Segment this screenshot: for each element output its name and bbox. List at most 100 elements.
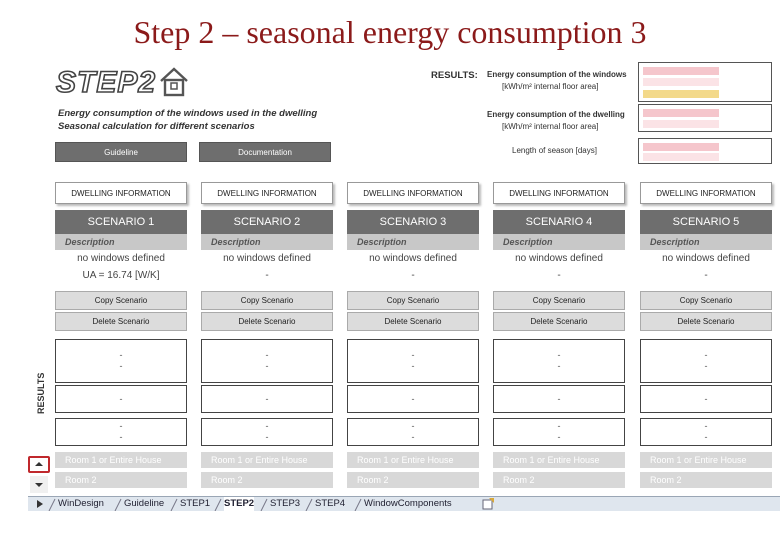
result-value: - <box>411 350 415 360</box>
delete-scenario-button[interactable]: Delete Scenario <box>55 312 187 331</box>
sheet-tab-windowcomponents[interactable]: WindowComponents <box>364 498 452 509</box>
result-value: - <box>557 393 561 404</box>
result-value: - <box>265 432 269 442</box>
description-label: Description <box>201 234 333 250</box>
windows-status: no windows defined <box>515 253 603 264</box>
windows-energy-label: Energy consumption of the windows <box>487 70 627 79</box>
result-value: - <box>119 350 123 360</box>
season-length-result <box>638 138 772 164</box>
result-bar <box>643 78 719 86</box>
result-bar <box>643 67 719 75</box>
result-value: - <box>119 361 123 371</box>
dwelling-information-button[interactable]: DWELLING INFORMATION <box>640 182 772 204</box>
result-value: - <box>411 393 415 404</box>
tab-scroll-next-icon[interactable] <box>34 499 46 509</box>
windows-status: no windows defined <box>369 253 457 264</box>
room-entry[interactable]: Room 1 or Entire House <box>493 452 625 468</box>
sheet-tab-windesign[interactable]: WinDesign <box>58 498 104 509</box>
room-entry[interactable]: Room 1 or Entire House <box>347 452 479 468</box>
result-cell: -- <box>55 339 187 383</box>
delete-scenario-button[interactable]: Delete Scenario <box>640 312 772 331</box>
result-cell: - <box>493 385 625 413</box>
scenario-header: SCENARIO 1 <box>55 210 187 234</box>
result-value: - <box>119 421 123 431</box>
result-cell: -- <box>347 418 479 446</box>
room-entry[interactable]: Room 2 <box>55 472 187 488</box>
room-entry[interactable]: Room 2 <box>493 472 625 488</box>
result-value: - <box>411 361 415 371</box>
dwelling-energy-unit: [kWh/m² internal floor area] <box>502 122 599 131</box>
result-bar <box>643 153 719 161</box>
dwelling-information-button[interactable]: DWELLING INFORMATION <box>201 182 333 204</box>
result-value: - <box>704 421 708 431</box>
copy-scenario-button[interactable]: Copy Scenario <box>201 291 333 310</box>
scenario-header: SCENARIO 4 <box>493 210 625 234</box>
subtitle-line-1: Energy consumption of the windows used i… <box>58 108 318 119</box>
room-entry[interactable]: Room 2 <box>347 472 479 488</box>
result-value: - <box>265 421 269 431</box>
insert-sheet-icon[interactable] <box>480 497 496 511</box>
sheet-tab-guideline[interactable]: Guideline <box>124 498 165 509</box>
result-value: - <box>704 361 708 371</box>
scroll-up-button[interactable] <box>28 456 50 473</box>
scroll-down-button[interactable] <box>30 476 48 493</box>
dwelling-information-button[interactable]: DWELLING INFORMATION <box>347 182 479 204</box>
room-entry[interactable]: Room 1 or Entire House <box>201 452 333 468</box>
house-icon <box>160 67 188 97</box>
result-value: - <box>265 350 269 360</box>
result-value: - <box>119 432 123 442</box>
result-value: - <box>265 393 269 404</box>
room-entry[interactable]: Room 1 or Entire House <box>55 452 187 468</box>
sheet-tab-step1[interactable]: STEP1 <box>180 498 211 509</box>
result-cell: -- <box>201 339 333 383</box>
guideline-button[interactable]: Guideline <box>55 142 187 162</box>
tab-separator <box>48 498 56 511</box>
sheet-tab-step2[interactable]: STEP2 <box>224 497 255 511</box>
dwelling-information-button[interactable]: DWELLING INFORMATION <box>493 182 625 204</box>
delete-scenario-button[interactable]: Delete Scenario <box>347 312 479 331</box>
copy-scenario-button[interactable]: Copy Scenario <box>347 291 479 310</box>
chevron-up-icon <box>35 462 43 466</box>
room-entry[interactable]: Room 1 or Entire House <box>640 452 772 468</box>
documentation-button[interactable]: Documentation <box>199 142 331 162</box>
result-cell: -- <box>493 418 625 446</box>
result-cell: -- <box>493 339 625 383</box>
svg-text:RESULTS: RESULTS <box>36 373 46 414</box>
result-bar <box>643 143 719 151</box>
copy-scenario-button[interactable]: Copy Scenario <box>55 291 187 310</box>
season-length-label: Length of season [days] <box>512 146 597 155</box>
scenario-header: SCENARIO 3 <box>347 210 479 234</box>
ua-value: - <box>704 270 708 281</box>
ua-value: - <box>265 270 269 281</box>
windows-status: no windows defined <box>662 253 750 264</box>
sheet-tab-step3[interactable]: STEP3 <box>270 498 301 509</box>
room-entry[interactable]: Room 2 <box>201 472 333 488</box>
sheet-tab-step4[interactable]: STEP4 <box>315 498 346 509</box>
result-cell: - <box>55 385 187 413</box>
dwelling-energy-label: Energy consumption of the dwelling <box>487 110 625 119</box>
dwelling-information-button[interactable]: DWELLING INFORMATION <box>55 182 187 204</box>
copy-scenario-button[interactable]: Copy Scenario <box>640 291 772 310</box>
windows-status: no windows defined <box>223 253 311 264</box>
result-value: - <box>557 350 561 360</box>
delete-scenario-button[interactable]: Delete Scenario <box>201 312 333 331</box>
delete-scenario-button[interactable]: Delete Scenario <box>493 312 625 331</box>
result-cell: -- <box>640 418 772 446</box>
scenario-header: SCENARIO 5 <box>640 210 772 234</box>
ua-value: - <box>557 270 561 281</box>
result-cell: - <box>347 385 479 413</box>
windows-energy-unit: [kWh/m² internal floor area] <box>502 82 599 91</box>
result-value: - <box>265 361 269 371</box>
scenario-column: DWELLING INFORMATION SCENARIO 5 Descriptio… <box>640 182 772 488</box>
description-label: Description <box>55 234 187 250</box>
results-label: RESULTS: <box>431 70 478 81</box>
ua-value: UA = 16.74 [W/K] <box>82 270 160 281</box>
tab-separator <box>214 498 222 511</box>
result-cell: -- <box>55 418 187 446</box>
dwelling-energy-result <box>638 104 772 132</box>
step-logo: STEP2 <box>55 65 157 100</box>
copy-scenario-button[interactable]: Copy Scenario <box>493 291 625 310</box>
scenario-column: DWELLING INFORMATION SCENARIO 3 Descriptio… <box>347 182 479 488</box>
result-value: - <box>119 393 123 404</box>
room-entry[interactable]: Room 2 <box>640 472 772 488</box>
